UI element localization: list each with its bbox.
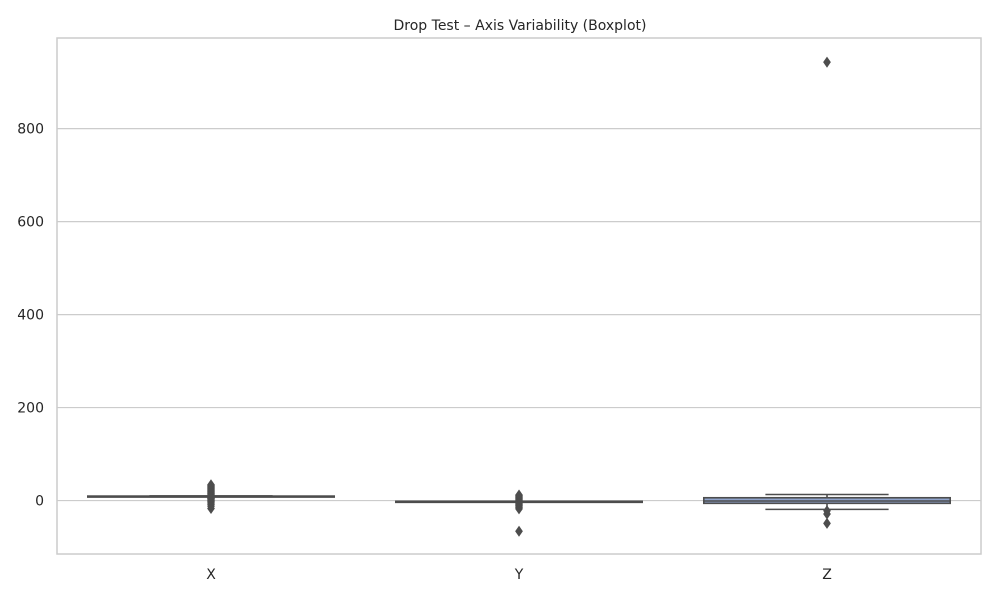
outlier-x-23: [207, 479, 215, 491]
y-tick-labels: 0 200 400 600 800: [17, 122, 44, 510]
x-tick-label-x: X: [206, 567, 216, 583]
y-tick-label-800: 800: [17, 122, 44, 138]
outlier-y-14: [515, 489, 523, 501]
box-group-z: [702, 56, 951, 529]
grid-layer: [57, 128, 981, 502]
y-tick-label-0: 0: [35, 494, 44, 510]
outlier-z-2: [823, 505, 831, 517]
outlier-z-3: [823, 56, 831, 68]
x-tick-label-z: Z: [822, 567, 832, 583]
y-tick-label-600: 600: [17, 215, 44, 231]
boxes-layer: [87, 56, 951, 537]
outlier-y-0: [515, 525, 523, 537]
outlier-z-0: [823, 517, 831, 529]
box-group-y: [394, 489, 643, 537]
plot-frame: [56, 37, 982, 555]
x-tick-label-y: Y: [514, 567, 524, 583]
box-group-x: [87, 479, 335, 514]
chart-title: Drop Test – Axis Variability (Boxplot): [394, 18, 647, 34]
y-tick-label-200: 200: [17, 401, 44, 417]
y-tick-label-400: 400: [17, 308, 44, 324]
x-tick-labels: X Y Z: [206, 567, 832, 583]
